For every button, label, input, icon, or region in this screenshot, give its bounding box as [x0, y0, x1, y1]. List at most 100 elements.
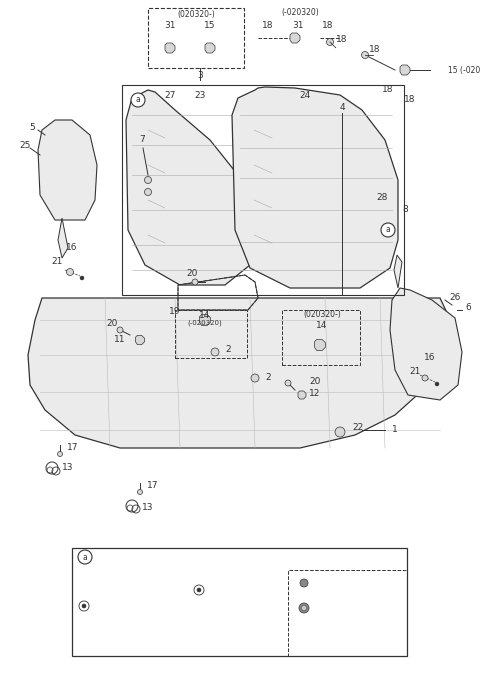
Text: 23: 23 — [194, 90, 206, 99]
Text: 18: 18 — [262, 20, 274, 30]
Text: 15 (-020320): 15 (-020320) — [448, 65, 480, 74]
Text: 17: 17 — [67, 443, 79, 452]
Circle shape — [301, 605, 307, 610]
Text: 22: 22 — [352, 423, 364, 433]
Text: 7: 7 — [139, 136, 145, 144]
Text: 15: 15 — [204, 22, 216, 30]
Text: 30: 30 — [217, 603, 227, 612]
Circle shape — [131, 93, 145, 107]
Bar — [148, 8, 244, 68]
Text: 5: 5 — [29, 124, 35, 132]
Polygon shape — [135, 335, 144, 344]
Circle shape — [435, 382, 439, 386]
Circle shape — [80, 276, 84, 280]
Text: 9(-010621): 9(-010621) — [102, 581, 144, 591]
Text: 8: 8 — [402, 205, 408, 215]
Text: 21: 21 — [409, 367, 420, 377]
Circle shape — [137, 489, 143, 495]
Bar — [122, 85, 404, 295]
Polygon shape — [165, 43, 175, 53]
Circle shape — [211, 348, 219, 356]
Polygon shape — [58, 218, 68, 258]
Text: 1: 1 — [392, 425, 398, 435]
Text: 20: 20 — [106, 319, 118, 327]
Text: 29: 29 — [324, 585, 334, 595]
Bar — [175, 310, 247, 358]
Polygon shape — [298, 391, 306, 399]
Polygon shape — [290, 33, 300, 43]
Polygon shape — [126, 90, 252, 285]
Polygon shape — [28, 298, 448, 448]
Text: a: a — [83, 553, 87, 562]
Text: 27: 27 — [164, 90, 176, 99]
Text: 16: 16 — [66, 244, 78, 252]
Text: 11: 11 — [114, 335, 126, 344]
Text: 19: 19 — [169, 308, 181, 317]
Text: (020320-): (020320-) — [331, 556, 369, 566]
Text: 3: 3 — [197, 70, 203, 80]
Circle shape — [422, 375, 428, 381]
Circle shape — [82, 604, 86, 608]
Text: 25: 25 — [19, 140, 31, 149]
Polygon shape — [314, 340, 325, 350]
Circle shape — [326, 38, 334, 45]
Text: 18: 18 — [404, 95, 416, 105]
Circle shape — [67, 269, 73, 275]
Polygon shape — [400, 65, 410, 75]
Text: 24: 24 — [300, 90, 311, 99]
Circle shape — [381, 223, 395, 237]
Text: 14: 14 — [316, 321, 328, 329]
Polygon shape — [38, 120, 97, 220]
Text: 29: 29 — [217, 585, 227, 595]
Polygon shape — [232, 87, 398, 288]
Text: 2: 2 — [265, 373, 271, 381]
Text: 4: 4 — [339, 103, 345, 113]
Text: 6: 6 — [465, 304, 471, 313]
Text: 26: 26 — [449, 294, 461, 302]
Text: 2: 2 — [225, 346, 231, 354]
Circle shape — [197, 588, 201, 592]
Text: (020320-): (020320-) — [303, 310, 341, 319]
Text: a: a — [136, 95, 140, 105]
Circle shape — [78, 550, 92, 564]
Text: 16: 16 — [424, 354, 436, 362]
Circle shape — [335, 427, 345, 437]
Text: 32: 32 — [324, 603, 334, 612]
Circle shape — [251, 374, 259, 382]
Bar — [72, 548, 407, 656]
Circle shape — [144, 188, 152, 196]
Text: (010621-020320): (010621-020320) — [199, 556, 265, 566]
Text: (-020320): (-020320) — [188, 320, 222, 326]
Bar — [282, 310, 360, 365]
Polygon shape — [390, 288, 462, 400]
Text: (-020320): (-020320) — [281, 9, 319, 18]
Circle shape — [299, 603, 309, 613]
Polygon shape — [200, 315, 211, 325]
Polygon shape — [205, 43, 215, 53]
Circle shape — [300, 579, 308, 587]
Text: 12: 12 — [309, 389, 321, 398]
Text: (020320-): (020320-) — [177, 11, 215, 20]
Text: 20: 20 — [309, 377, 321, 385]
Text: 31: 31 — [164, 22, 176, 30]
Text: 18: 18 — [322, 20, 334, 30]
Text: 10(-010621): 10(-010621) — [102, 601, 149, 610]
Polygon shape — [394, 255, 402, 288]
Text: 20: 20 — [186, 269, 198, 277]
Circle shape — [117, 327, 123, 333]
Text: 13: 13 — [142, 504, 154, 512]
Text: 13: 13 — [62, 464, 74, 472]
Circle shape — [58, 452, 62, 456]
Text: 14: 14 — [199, 310, 211, 319]
Circle shape — [361, 51, 369, 59]
Bar — [288, 570, 407, 656]
Text: 18: 18 — [336, 36, 348, 45]
Text: 18: 18 — [382, 86, 394, 94]
Text: a: a — [385, 225, 390, 234]
Text: 31: 31 — [292, 20, 304, 30]
Circle shape — [192, 279, 198, 285]
Circle shape — [285, 380, 291, 386]
Text: 21: 21 — [51, 257, 63, 267]
Text: 17: 17 — [147, 481, 159, 491]
Text: 18: 18 — [369, 45, 381, 55]
